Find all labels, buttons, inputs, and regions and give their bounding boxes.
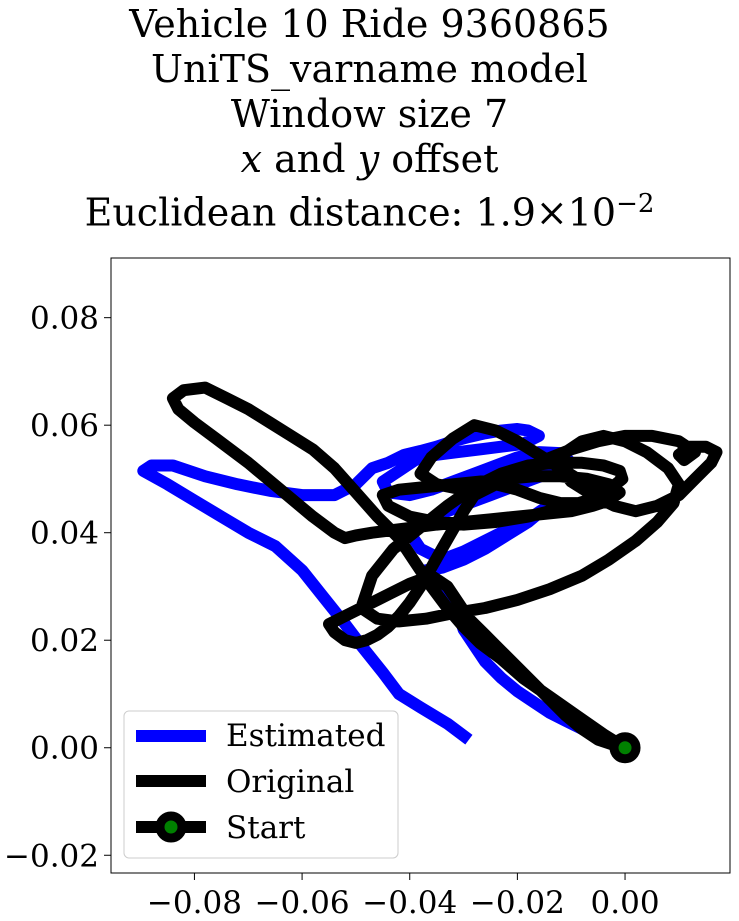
legend-label-original: Original — [226, 764, 354, 800]
legend: Estimated Original Start — [123, 710, 399, 859]
start-marker — [609, 732, 641, 764]
title-y-var: y — [357, 137, 380, 181]
legend-label-estimated: Estimated — [226, 718, 385, 754]
y-tick-label: 0.06 — [30, 408, 99, 444]
title-line: Window size 7 — [230, 92, 509, 136]
title-distance-exponent: −2 — [616, 189, 655, 219]
y-tick-label: 0.02 — [30, 623, 99, 659]
y-tick-label: −0.02 — [4, 838, 99, 874]
x-tick-label: −0.04 — [362, 885, 457, 921]
chart-title: Vehicle 10 Ride 9360865 UniTS_varname mo… — [0, 0, 739, 236]
x-tick-label: −0.08 — [147, 885, 242, 921]
y-tick-label: 0.00 — [30, 731, 99, 767]
title-distance-mantissa: 1.9 — [475, 190, 536, 235]
title-distance-times: × — [535, 190, 568, 235]
legend-swatch-start-marker — [155, 811, 187, 843]
title-line-distance: Euclidean distance: 1.9×10−2 — [0, 182, 739, 236]
title-and: and — [262, 137, 358, 181]
y-tick-label: 0.04 — [30, 516, 99, 552]
x-tick-label: 0.00 — [591, 885, 660, 921]
title-x-var: x — [240, 137, 263, 181]
title-offset-suffix: offset — [379, 137, 499, 181]
title-distance-prefix: Euclidean distance: — [84, 190, 476, 235]
series-line-original — [166, 381, 723, 754]
x-tick-label: −0.06 — [255, 885, 350, 921]
title-line-offset: x and y offset — [0, 137, 739, 182]
title-line: Vehicle 10 Ride 9360865 — [129, 2, 610, 46]
x-tick-label: −0.02 — [470, 885, 565, 921]
y-tick-label: 0.08 — [30, 301, 99, 337]
plot-frame — [110, 257, 731, 874]
title-line: UniTS_varname model — [151, 47, 588, 91]
legend-label-start: Start — [226, 810, 306, 846]
title-distance-base: 10 — [567, 190, 617, 235]
